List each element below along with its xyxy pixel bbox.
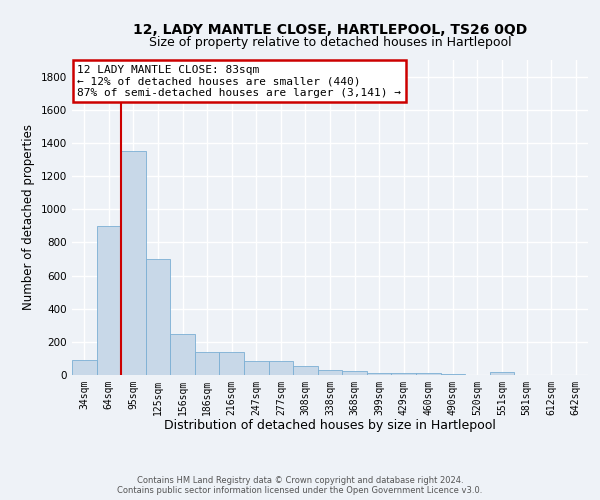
- Text: Contains HM Land Registry data © Crown copyright and database right 2024.
Contai: Contains HM Land Registry data © Crown c…: [118, 476, 482, 495]
- Bar: [195, 352, 220, 375]
- Bar: [170, 334, 195, 375]
- Bar: [342, 371, 367, 375]
- Text: Size of property relative to detached houses in Hartlepool: Size of property relative to detached ho…: [149, 36, 511, 49]
- Bar: [318, 370, 342, 375]
- X-axis label: Distribution of detached houses by size in Hartlepool: Distribution of detached houses by size …: [164, 420, 496, 432]
- Bar: [490, 372, 514, 375]
- Bar: [440, 374, 465, 375]
- Text: 12, LADY MANTLE CLOSE, HARTLEPOOL, TS26 0QD: 12, LADY MANTLE CLOSE, HARTLEPOOL, TS26 …: [133, 22, 527, 36]
- Bar: [220, 352, 244, 375]
- Bar: [293, 366, 318, 375]
- Text: 12 LADY MANTLE CLOSE: 83sqm
← 12% of detached houses are smaller (440)
87% of se: 12 LADY MANTLE CLOSE: 83sqm ← 12% of det…: [77, 64, 401, 98]
- Bar: [391, 374, 416, 375]
- Bar: [367, 372, 391, 375]
- Bar: [244, 361, 269, 375]
- Y-axis label: Number of detached properties: Number of detached properties: [22, 124, 35, 310]
- Bar: [97, 226, 121, 375]
- Bar: [269, 361, 293, 375]
- Bar: [146, 259, 170, 375]
- Bar: [416, 374, 440, 375]
- Bar: [121, 151, 146, 375]
- Bar: [72, 360, 97, 375]
